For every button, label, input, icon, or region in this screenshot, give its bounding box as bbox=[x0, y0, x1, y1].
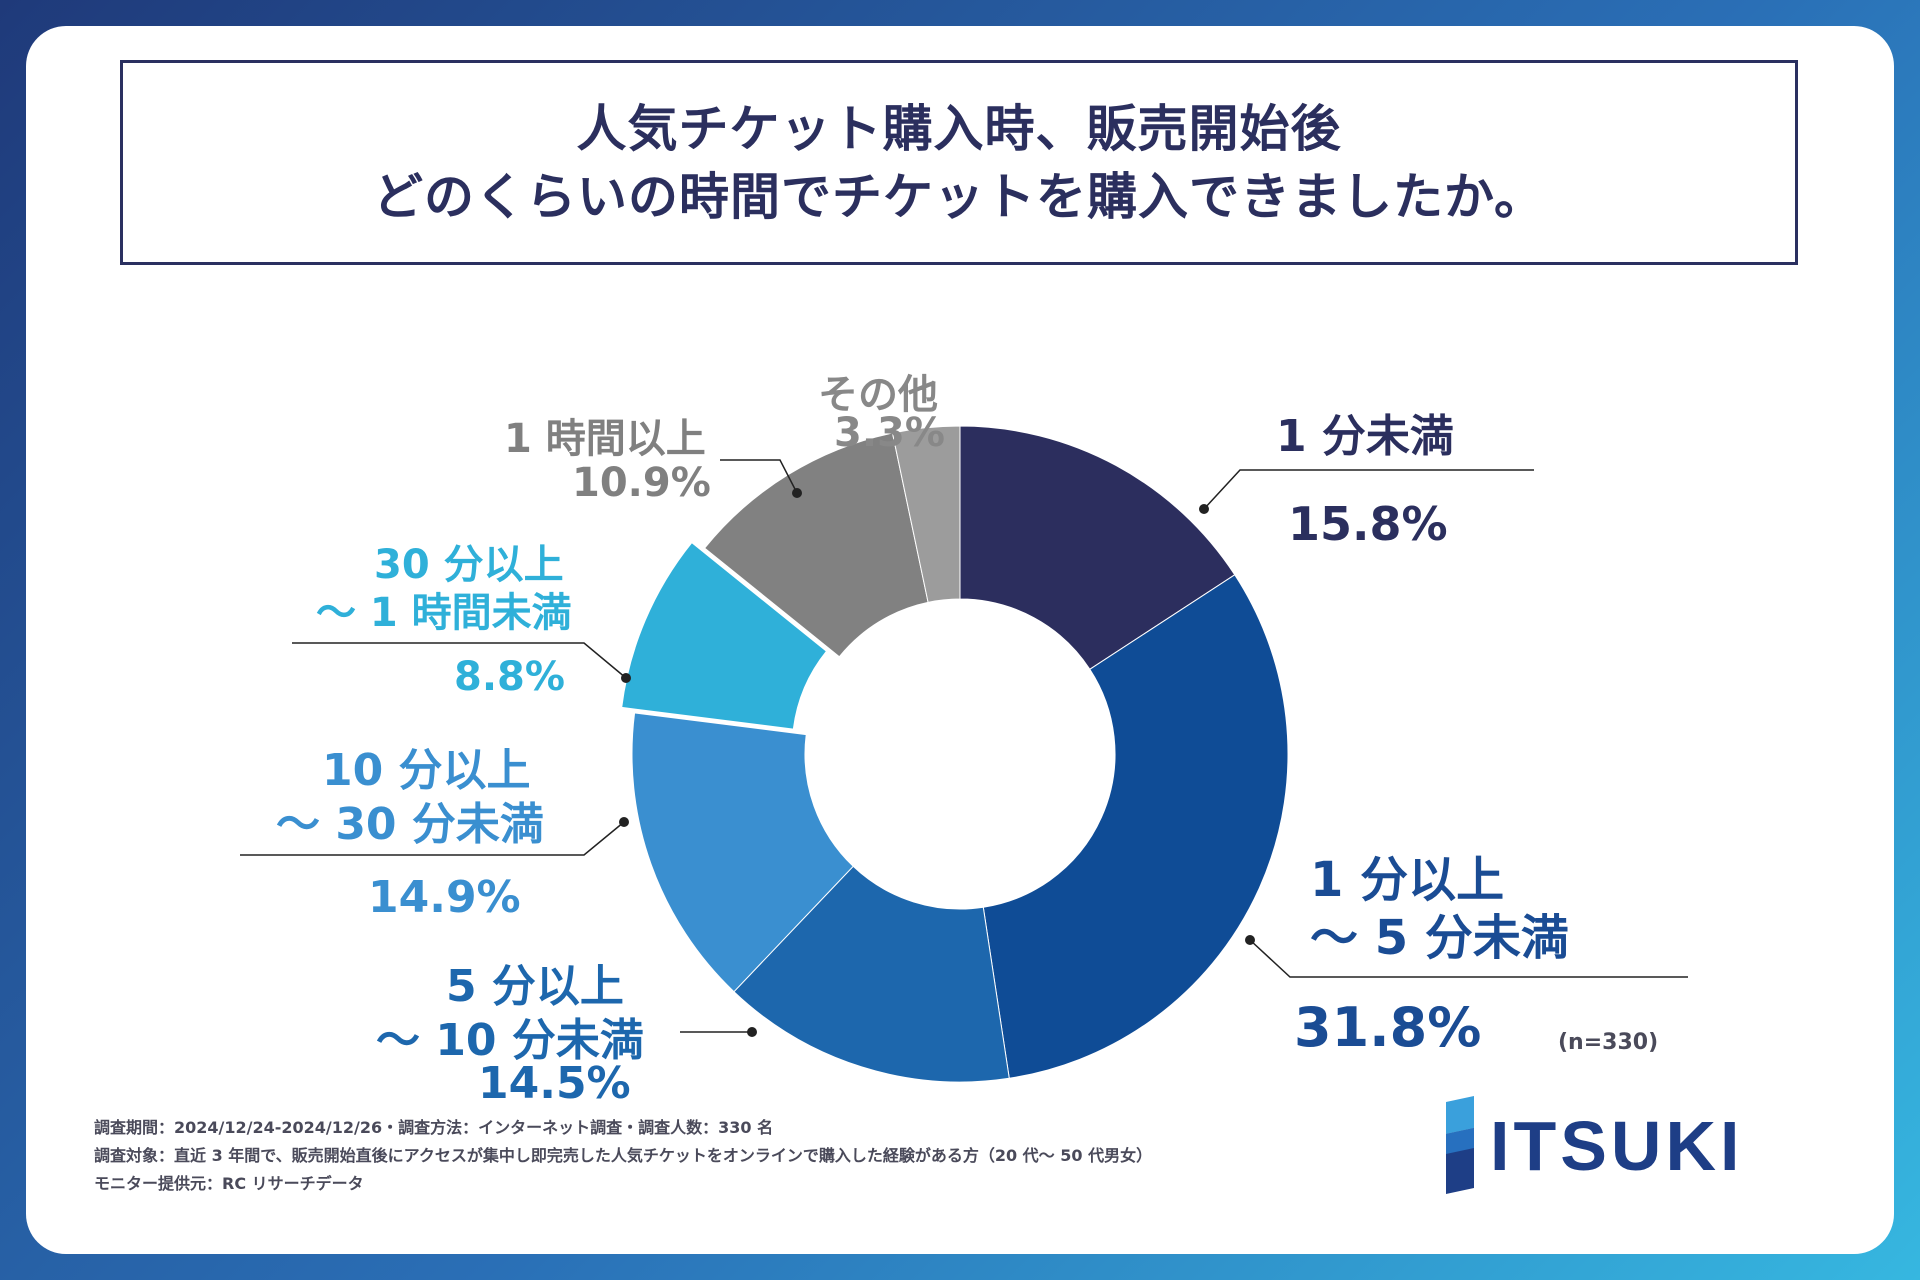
sample-size-note: (n=330) bbox=[1558, 1030, 1659, 1055]
leader-dot-1h bbox=[792, 488, 802, 498]
leader-line-1to5 bbox=[1249, 939, 1688, 978]
label-1to5min-line1: 1 分以上 bbox=[1310, 852, 1505, 908]
title-line-2: どのくらいの時間でチケットを購入できましたか。 bbox=[373, 167, 1545, 226]
pct-5to10min: 14.5% bbox=[478, 1058, 631, 1109]
pct-other: 3.3% bbox=[834, 410, 945, 456]
label-10to30min-line1: 10 分以上 bbox=[322, 745, 531, 796]
logo-text: ITSUKI bbox=[1490, 1107, 1744, 1185]
donut-slice-2 bbox=[733, 865, 1010, 1083]
leader-dot-5to10 bbox=[747, 1027, 757, 1037]
footnote-target: 調査対象：直近 3 年間で、販売開始直後にアクセスが集中し即完売した人気チケット… bbox=[94, 1146, 1153, 1165]
donut-slice-4 bbox=[621, 541, 828, 730]
pct-over-1h: 10.9% bbox=[572, 460, 711, 506]
donut-slice-6 bbox=[891, 425, 961, 603]
leader-lines bbox=[240, 459, 1688, 1037]
label-5to10min-line2: ～ 10 分未満 bbox=[376, 1015, 644, 1066]
label-10to30min-line2: ～ 30 分未満 bbox=[276, 799, 544, 850]
pct-under-1min: 15.8% bbox=[1288, 497, 1448, 551]
pct-30to60min: 8.8% bbox=[454, 654, 565, 700]
leader-dot-10to30 bbox=[619, 817, 629, 827]
footnotes: 調査期間：2024/12/24-2024/12/26・調査方法：インターネット調… bbox=[94, 1114, 1152, 1198]
leader-line-30to60 bbox=[292, 642, 627, 679]
footnote-period: 調査期間：2024/12/24-2024/12/26・調査方法：インターネット調… bbox=[94, 1118, 774, 1137]
logo-mark-icon bbox=[1446, 1096, 1474, 1194]
donut-slice-3 bbox=[631, 712, 854, 993]
label-1to5min-line2: ～ 5 分未満 bbox=[1310, 910, 1569, 966]
chart-title-box: 人気チケット購入時、販売開始後 どのくらいの時間でチケットを購入できましたか。 bbox=[120, 60, 1798, 265]
footnote-provider: モニター提供元：RC リサーチデータ bbox=[94, 1174, 364, 1193]
label-30to60min-line2: ～ 1 時間未満 bbox=[316, 590, 572, 636]
leader-dot-30to60 bbox=[621, 673, 631, 683]
leader-dot-1to5 bbox=[1245, 935, 1255, 945]
leader-line-1min bbox=[1203, 469, 1534, 510]
label-30to60min-line1: 30 分以上 bbox=[374, 542, 564, 588]
pct-1to5min: 31.8% bbox=[1294, 996, 1482, 1059]
label-over-1h: 1 時間以上 bbox=[504, 416, 706, 462]
leader-line-1h bbox=[720, 459, 798, 494]
label-under-1min: 1 分未満 bbox=[1276, 411, 1454, 462]
title-line-1: 人気チケット購入時、販売開始後 bbox=[576, 99, 1342, 158]
itsuki-logo: ITSUKI bbox=[1416, 1096, 1796, 1196]
donut-slices bbox=[621, 425, 1289, 1083]
label-other: その他 bbox=[818, 372, 938, 418]
label-5to10min-line1: 5 分以上 bbox=[446, 961, 624, 1012]
leader-line-10to30 bbox=[240, 821, 625, 856]
donut-slice-1 bbox=[982, 574, 1289, 1079]
pct-10to30min: 14.9% bbox=[368, 872, 521, 923]
donut-slice-0 bbox=[959, 425, 1236, 671]
leader-dot-1min bbox=[1199, 504, 1209, 514]
